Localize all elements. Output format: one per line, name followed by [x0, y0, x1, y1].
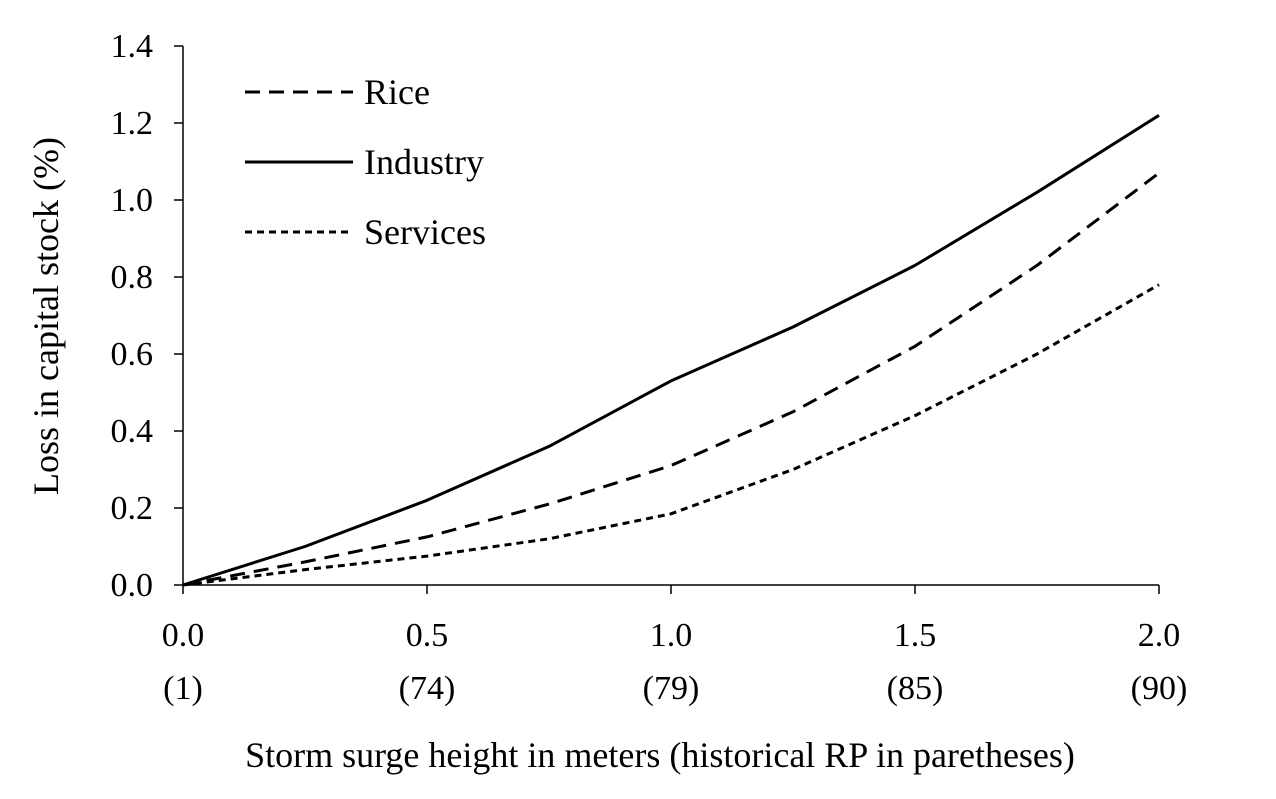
- x-tick-label: 1.0: [650, 617, 693, 654]
- y-tick-label: 1.0: [111, 182, 154, 219]
- y-tick-label: 0.6: [111, 336, 154, 373]
- series-line-rice: [182, 171, 1160, 587]
- y-tick-label: 0.4: [111, 413, 154, 450]
- y-tick-label: 0.0: [111, 567, 154, 604]
- series-line-industry: [182, 114, 1160, 587]
- series-line-services: [182, 283, 1160, 587]
- axes: [182, 46, 1159, 586]
- x-ticks: 0.0 (1) 0.5 (74) 1.0 (79) 1.5 (85) 2.0 (90): [162, 585, 1188, 707]
- legend: Rice Industry Services: [245, 72, 486, 252]
- legend-label-rice: Rice: [364, 72, 430, 112]
- x-tick-sublabel: (79): [643, 670, 700, 707]
- x-tick-label: 1.5: [894, 617, 937, 654]
- y-ticks: 0.0 0.2 0.4 0.6 0.8 1.0 1.2 1.4: [111, 28, 183, 604]
- y-axis-title: Loss in capital stock (%): [26, 137, 66, 495]
- x-tick-label: 0.0: [162, 617, 205, 654]
- x-tick-sublabel: (90): [1131, 670, 1188, 707]
- legend-label-services: Services: [364, 212, 486, 252]
- x-axis-title: Storm surge height in meters (historical…: [245, 735, 1075, 775]
- x-tick-label: 2.0: [1138, 617, 1181, 654]
- y-tick-label: 1.2: [111, 105, 154, 142]
- x-tick-sublabel: (85): [887, 670, 944, 707]
- x-tick-sublabel: (1): [163, 670, 203, 707]
- y-tick-label: 0.8: [111, 259, 154, 296]
- y-tick-label: 1.4: [111, 28, 154, 65]
- x-tick-sublabel: (74): [399, 670, 456, 707]
- y-tick-label: 0.2: [111, 490, 154, 527]
- x-tick-label: 0.5: [406, 617, 449, 654]
- legend-label-industry: Industry: [364, 142, 484, 182]
- series-lines: [182, 114, 1160, 587]
